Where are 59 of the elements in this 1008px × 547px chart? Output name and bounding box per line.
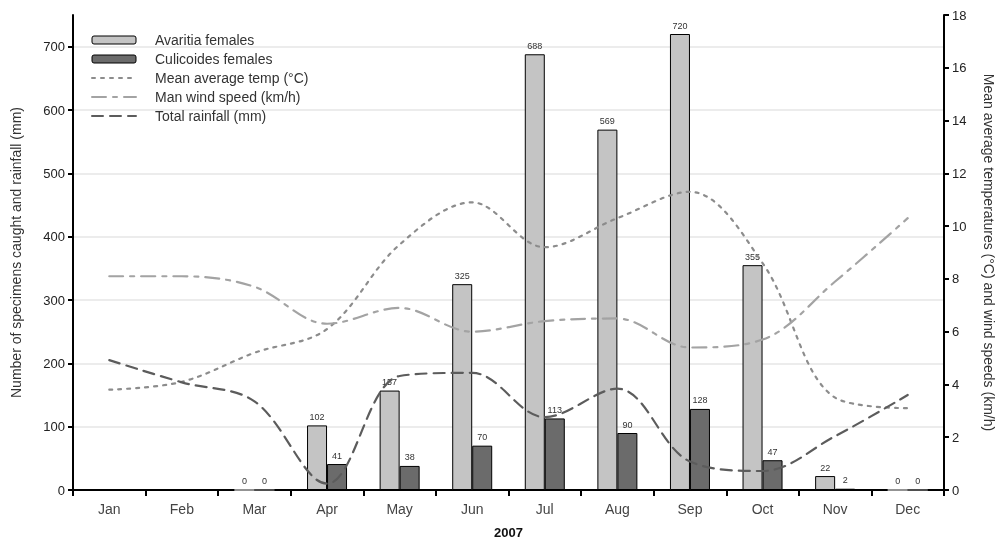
- data-label: 0: [261, 476, 267, 486]
- y-tick-label: 200: [43, 355, 65, 371]
- x-tick-label: Jul: [535, 501, 554, 517]
- legend-label: Avaritia females: [155, 32, 255, 48]
- y-axis-title: Number of specimens caught and rainfall (mm): [8, 106, 24, 399]
- y2-tick-label: 12: [952, 165, 967, 181]
- x-tick-label: Apr: [316, 501, 339, 517]
- x-tick-label: Dec: [895, 501, 921, 517]
- y2-tick-label: 16: [952, 60, 967, 76]
- data-label: 2: [842, 475, 848, 486]
- y2-tick-label: 0: [952, 482, 960, 498]
- y2-tick-label: 8: [952, 271, 960, 287]
- x-tick-label: Jun: [460, 501, 484, 517]
- y-tick-label: 300: [43, 292, 65, 308]
- x-axis-title: 2007: [494, 525, 523, 540]
- y2-tick-label: 14: [952, 113, 967, 129]
- data-label: 102: [309, 411, 325, 422]
- x-tick-label: Sep: [677, 501, 703, 517]
- y2-tick-label: 4: [952, 376, 960, 392]
- x-tick-label: Jan: [98, 501, 121, 517]
- y2-tick-label: 2: [952, 429, 960, 445]
- y2-tick-label: 18: [952, 7, 967, 23]
- data-label: 569: [599, 116, 615, 127]
- data-label: 355: [745, 251, 761, 262]
- y-tick-label: 700: [43, 39, 65, 55]
- data-label: 0: [915, 476, 921, 486]
- data-label: 113: [547, 404, 562, 415]
- x-tick-label: Mar: [242, 501, 267, 517]
- y2-tick-label: 6: [952, 324, 960, 340]
- legend-label: Culicoides females: [155, 51, 273, 67]
- legend-label: Total rainfall (mm): [155, 108, 267, 124]
- x-tick-label: May: [386, 501, 413, 517]
- data-label: 70: [477, 432, 488, 443]
- y-tick-label: 400: [43, 229, 65, 245]
- line-series: [108, 217, 909, 349]
- data-label: 38: [404, 452, 415, 463]
- y-tick-label: 0: [57, 482, 65, 498]
- data-label: 720: [672, 20, 688, 31]
- data-label: 22: [820, 462, 831, 473]
- line-series: [108, 359, 909, 485]
- data-label: 90: [622, 419, 633, 430]
- data-label: 688: [527, 40, 543, 51]
- legend-label: Mean average temp (°C): [155, 70, 309, 86]
- y2-tick-label: 10: [952, 218, 967, 234]
- data-label: 41: [332, 450, 343, 461]
- x-tick-label: Aug: [604, 501, 630, 517]
- y-tick-label: 500: [43, 165, 65, 181]
- y-tick-label: 600: [43, 102, 65, 118]
- x-tick-label: Feb: [169, 501, 195, 517]
- x-tick-label: Oct: [751, 501, 774, 517]
- y-tick-label: 100: [43, 419, 65, 435]
- data-label: 0: [241, 476, 247, 486]
- legend-label: Man wind speed (km/h): [155, 89, 301, 105]
- data-label: 47: [767, 446, 778, 457]
- data-label: 0: [895, 476, 901, 486]
- data-label: 128: [692, 395, 708, 406]
- y2-axis-title: Mean average temperatures (°C) and wind speeds (km/h): [981, 73, 997, 432]
- x-tick-label: Nov: [822, 501, 848, 517]
- data-label: 325: [454, 270, 470, 281]
